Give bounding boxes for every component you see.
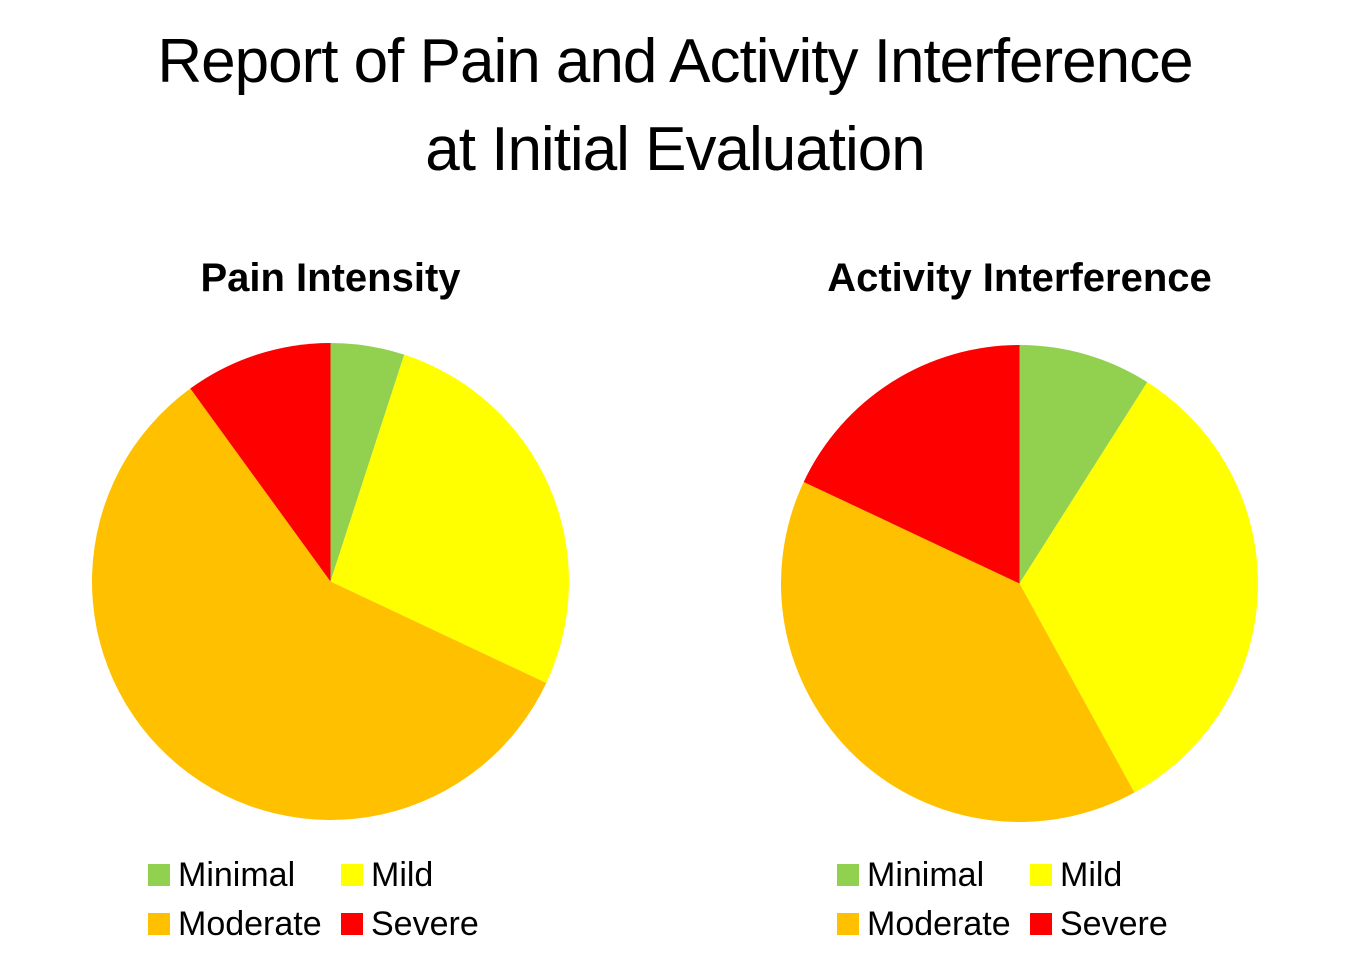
pie-slice-mild — [330, 354, 569, 684]
legend-item-mild: Mild — [341, 856, 479, 894]
legend-swatch-moderate — [148, 913, 170, 935]
legend-activity-interference: Minimal Mild Moderate Severe — [837, 856, 1168, 943]
pie-slice-moderate — [92, 388, 547, 820]
legend-swatch-severe — [1030, 913, 1052, 935]
pie-chart-activity-interference — [781, 345, 1258, 822]
chart-title-pain-intensity: Pain Intensity — [200, 256, 461, 300]
legend-item-minimal: Minimal — [148, 856, 341, 894]
pie-slice-severe — [190, 343, 331, 582]
legend-item-severe: Severe — [1030, 905, 1168, 943]
pie-slice-mild — [1019, 382, 1258, 793]
legend-label-moderate: Moderate — [178, 905, 322, 943]
legend-swatch-mild — [1030, 864, 1052, 886]
legend-item-moderate: Moderate — [837, 905, 1030, 943]
pie-slice-severe — [803, 345, 1020, 584]
page-title-line-1: Report of Pain and Activity Interference — [157, 27, 1193, 96]
legend-label-severe: Severe — [371, 905, 479, 943]
legend-label-mild: Mild — [371, 856, 434, 894]
legend-item-minimal: Minimal — [837, 856, 1030, 894]
legend-label-moderate: Moderate — [867, 905, 1011, 943]
legend-pain-intensity: Minimal Mild Moderate Severe — [148, 856, 479, 943]
legend-label-mild: Mild — [1060, 856, 1123, 894]
pie-slice-minimal — [1019, 345, 1148, 584]
legend-swatch-mild — [341, 864, 363, 886]
legend-swatch-minimal — [148, 864, 170, 886]
legend-label-minimal: Minimal — [867, 856, 985, 894]
pie-chart-pain-intensity — [92, 343, 569, 820]
legend-item-moderate: Moderate — [148, 905, 341, 943]
pie-slice-minimal — [330, 343, 405, 582]
page-title-line-2: at Initial Evaluation — [425, 115, 925, 184]
legend-swatch-minimal — [837, 864, 859, 886]
legend-label-severe: Severe — [1060, 905, 1168, 943]
chart-title-activity-interference: Activity Interference — [827, 256, 1212, 300]
legend-item-mild: Mild — [1030, 856, 1168, 894]
legend-swatch-moderate — [837, 913, 859, 935]
page-title: Report of Pain and Activity Interference… — [0, 18, 1350, 194]
pie-slice-moderate — [781, 481, 1135, 822]
legend-item-severe: Severe — [341, 905, 479, 943]
legend-label-minimal: Minimal — [178, 856, 296, 894]
legend-swatch-severe — [341, 913, 363, 935]
